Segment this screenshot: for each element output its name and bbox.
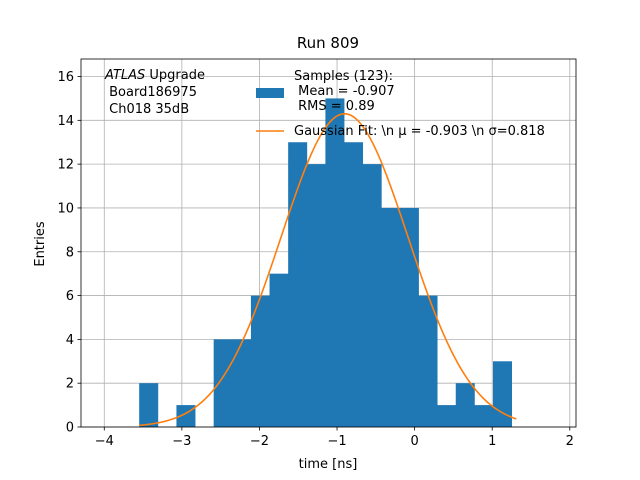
x-tick-label: −4: [95, 434, 114, 449]
histogram-bar: [492, 361, 513, 427]
y-tick-label: 2: [66, 377, 74, 392]
y-tick-label: 4: [66, 333, 74, 348]
x-tick-label: 2: [566, 434, 574, 449]
histogram-bar: [325, 98, 345, 427]
y-tick-label: 10: [57, 201, 74, 216]
gaussian-fit-curve-layer: [139, 112, 517, 427]
legend: Samples (123): Mean = -0.907 RMS = 0.89 …: [256, 69, 545, 139]
histogram-bar: [381, 207, 401, 427]
histogram-bar: [306, 164, 326, 427]
y-tick-label: 12: [57, 158, 74, 173]
annotation-board: Board186975: [105, 85, 197, 100]
x-tick-label: 0: [410, 434, 418, 449]
histogram-bar: [269, 273, 289, 427]
y-tick-label: 16: [57, 70, 74, 85]
gaussian-fit-curve: [139, 112, 517, 427]
histogram-bar: [213, 339, 233, 427]
y-tick-label: 6: [66, 289, 74, 304]
histogram-bar: [344, 142, 364, 427]
y-tick-label: 0: [66, 421, 74, 436]
histogram-bar: [250, 295, 270, 427]
y-tick-label: 8: [66, 245, 74, 260]
y-axis-title: Entries: [33, 221, 48, 267]
legend-label-samples: Samples (123): Mean = -0.907 RMS = 0.89: [294, 69, 395, 114]
plot-frame: [80, 58, 577, 428]
histogram-bar: [437, 405, 457, 427]
legend-swatch-samples: [256, 88, 284, 98]
histogram-bar: [418, 295, 438, 427]
annotation-channel: Ch018 35dB: [105, 102, 189, 117]
legend-samples-line: RMS = 0.89: [294, 99, 375, 114]
histogram-bar: [399, 207, 419, 427]
histogram-bar: [455, 383, 475, 427]
histogram-bar: [288, 142, 308, 427]
histogram-bars: [139, 98, 513, 427]
x-tick-label: −3: [172, 434, 191, 449]
legend-samples-line: Samples (123):: [294, 69, 393, 84]
histogram-bar: [474, 405, 494, 427]
legend-samples-line: Mean = -0.907: [294, 84, 395, 99]
x-tick-label: −1: [327, 434, 346, 449]
x-axis-title: time [ns]: [299, 457, 358, 472]
annotation-line-1: ATLAS Upgrade: [104, 68, 205, 83]
atlas-annotation: ATLAS Upgrade Board186975 Ch018 35dB: [104, 68, 205, 117]
x-tick-label: −2: [250, 434, 269, 449]
x-tick-label: 1: [488, 434, 496, 449]
annotation-upgrade: Upgrade: [145, 68, 205, 83]
y-tick-label: 14: [57, 114, 74, 129]
annotation-atlas: ATLAS: [104, 68, 145, 83]
histogram-bar: [232, 339, 252, 427]
histogram-bar: [139, 383, 159, 427]
legend-label-gaussian-fit: Gaussian Fit: \n μ = -0.903 \n σ=0.818: [294, 124, 545, 139]
chart-title: Run 809: [297, 34, 359, 52]
histogram-bar: [362, 164, 382, 427]
